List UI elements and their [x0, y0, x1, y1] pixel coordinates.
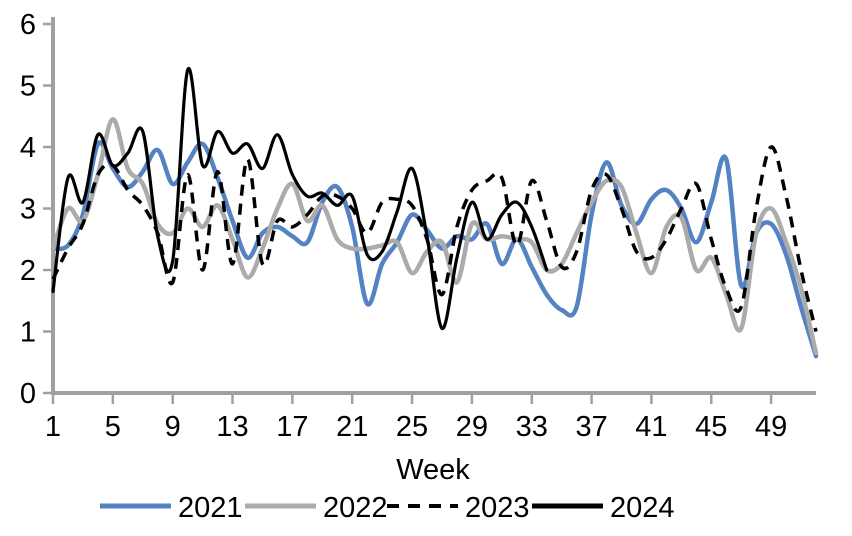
y-tick-label: 4 — [20, 132, 36, 164]
x-tick-label: 5 — [105, 411, 121, 443]
y-tick-label: 1 — [20, 317, 36, 349]
series-line-2022 — [50, 117, 819, 356]
legend-label-2024: 2024 — [610, 492, 675, 524]
x-tick-label: 49 — [755, 411, 787, 443]
x-tick-label: 29 — [456, 411, 488, 443]
series-line-2024 — [51, 66, 549, 331]
x-tick-label: 25 — [396, 411, 428, 443]
x-tick-label: 13 — [216, 411, 248, 443]
series-lines — [50, 66, 819, 359]
x-tick-label: 17 — [276, 411, 308, 443]
y-tick-label: 2 — [20, 255, 36, 287]
legend-item-2021: 2021 — [100, 492, 243, 524]
legend-item-2023: 2023 — [387, 492, 530, 524]
y-tick-label: 5 — [20, 71, 36, 103]
x-tick-label: 21 — [336, 411, 368, 443]
x-tick-label: 1 — [45, 411, 61, 443]
legend-item-2022: 2022 — [245, 492, 388, 524]
legend-label-2022: 2022 — [323, 492, 388, 524]
x-tick-label: 37 — [575, 411, 607, 443]
legend-label-2021: 2021 — [178, 492, 243, 524]
x-tick-label: 41 — [635, 411, 667, 443]
y-tick-label: 0 — [20, 378, 36, 410]
y-tick-label: 6 — [20, 9, 36, 41]
legend-label-2023: 2023 — [465, 492, 530, 524]
y-tick-label: 3 — [20, 194, 36, 226]
x-tick-label: 9 — [165, 411, 181, 443]
legend: 2021 2022 2023 2024 — [100, 492, 675, 524]
x-tick-label: 45 — [695, 411, 727, 443]
series-line-2021 — [50, 140, 819, 359]
legend-item-2024: 2024 — [532, 492, 675, 524]
x-axis-title: Week — [396, 454, 470, 486]
x-tick-label: 33 — [516, 411, 548, 443]
